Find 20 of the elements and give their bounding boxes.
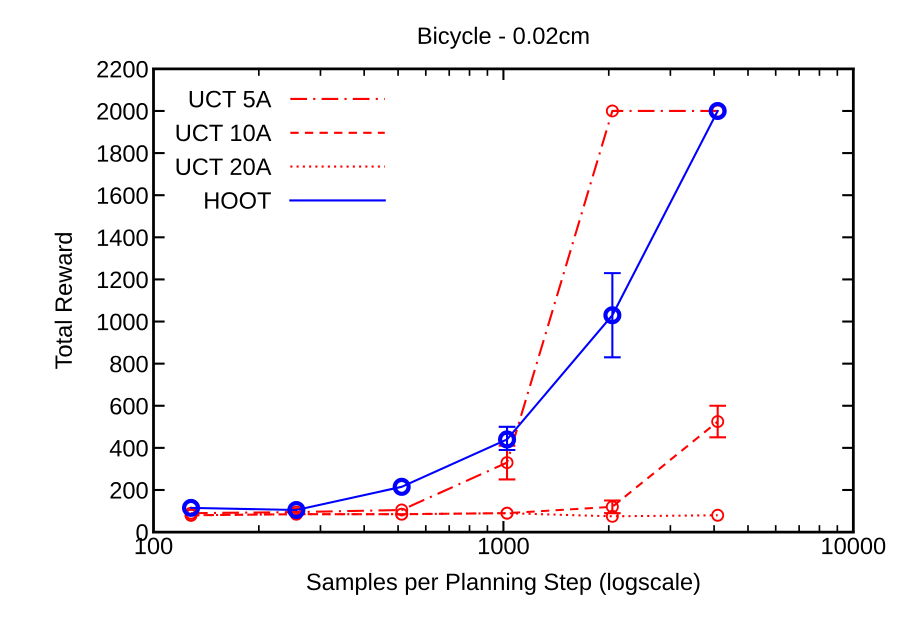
y-tick-label: 1600 [98, 187, 148, 204]
y-tick-label: 1000 [98, 314, 148, 330]
y-tick-label: 800 [110, 356, 148, 372]
y-tick-label: 400 [110, 440, 148, 457]
chart-title: Bicycle - 0.02cm [418, 26, 588, 49]
y-tick-label: 1800 [98, 145, 148, 162]
x-tick-label: 1000 [478, 538, 529, 554]
y-axis-title: Total Reward [54, 233, 72, 369]
y-tick-label: 1400 [98, 229, 148, 246]
y-tick-label: 1200 [98, 271, 148, 288]
legend-label: UCT 5A [190, 90, 272, 108]
legend-label: UCT 10A [176, 124, 272, 142]
y-tick-label: 2000 [97, 103, 148, 120]
legend-label: UCT 20A [176, 158, 272, 176]
y-tick-label: 600 [110, 398, 148, 415]
x-tick-label: 10000 [822, 538, 886, 554]
y-tick-label: 200 [110, 482, 148, 499]
legend-label: HOOT [205, 192, 271, 209]
y-tick-label: 2200 [97, 60, 148, 78]
x-axis-title: Samples per Planning Step (logscale) [306, 572, 700, 595]
